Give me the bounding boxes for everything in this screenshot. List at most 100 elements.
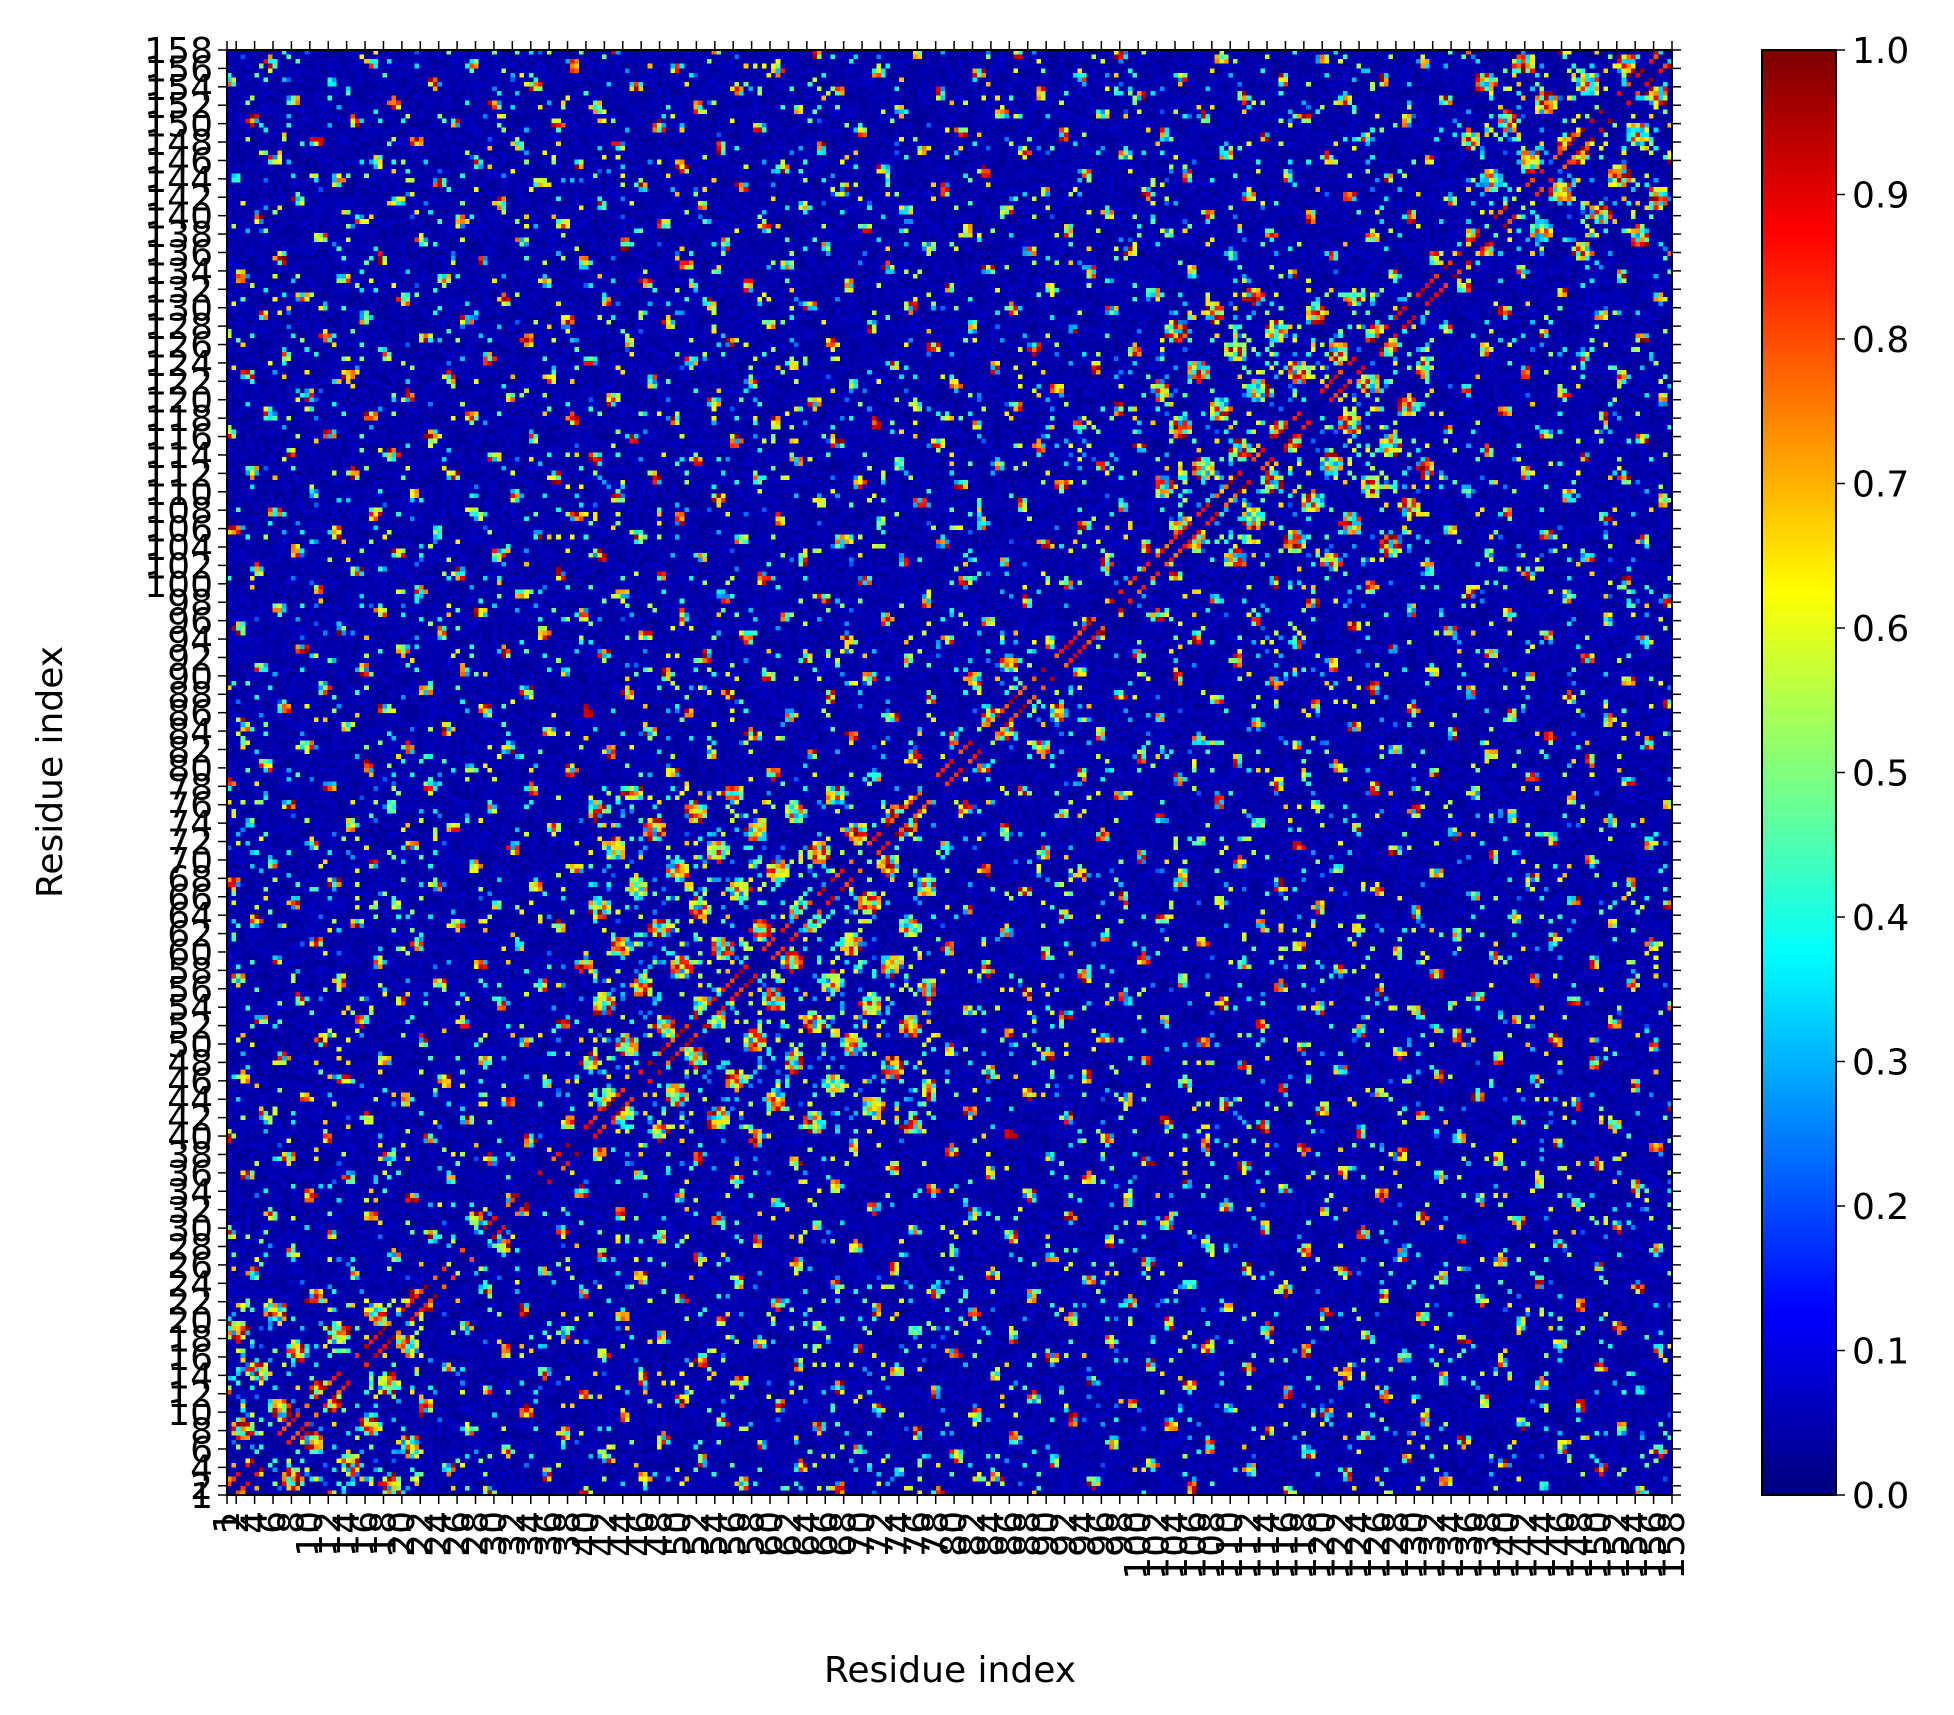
y-tick-label: 50 [167, 1025, 213, 1066]
y-tick-label: 56 [167, 970, 213, 1011]
x-tick-label: 122 [1321, 1511, 1362, 1580]
x-tick-label: 34 [511, 1511, 552, 1557]
colorbar-tick-label: 0.7 [1852, 465, 1909, 506]
y-tick-label: 52 [167, 1007, 213, 1048]
x-tick-label: 26 [437, 1511, 478, 1557]
x-tick-label: 24 [419, 1511, 460, 1557]
x-tick-label: 52 [676, 1511, 717, 1557]
x-tick-label: 76 [897, 1511, 938, 1557]
y-tick-label: 26 [167, 1246, 213, 1287]
colorbar-tick-label: 0.8 [1852, 320, 1909, 361]
x-tick-label: 50 [658, 1511, 699, 1557]
x-tick-label: 134 [1431, 1511, 1472, 1580]
x-tick-label: 92 [1045, 1511, 1086, 1557]
x-tick-label: 48 [640, 1511, 681, 1557]
x-tick-label: 28 [456, 1511, 497, 1557]
y-tick-label: 130 [144, 289, 213, 330]
x-tick-label: 100 [1118, 1511, 1159, 1580]
x-tick-label: 132 [1413, 1511, 1454, 1580]
x-tick-label: 108 [1192, 1511, 1233, 1580]
y-tick-label: 74 [167, 804, 213, 845]
x-tick-label: 10 [290, 1511, 331, 1557]
y-tick-label: 126 [144, 326, 213, 367]
y-axis-label: Residue index [30, 646, 71, 898]
x-tick-label: 114 [1247, 1511, 1288, 1580]
y-tick-label: 152 [144, 86, 213, 127]
y-tick-label: 94 [167, 620, 213, 661]
x-tick-label: 8 [271, 1511, 312, 1534]
x-tick-label: 94 [1063, 1511, 1104, 1557]
y-tick-label: 72 [167, 823, 213, 864]
colorbar-tick-label: 0.4 [1852, 898, 1909, 939]
y-tick-label: 90 [167, 657, 213, 698]
x-tick-label: 116 [1265, 1511, 1306, 1580]
y-tick-label: 118 [144, 399, 213, 440]
x-tick-label: 44 [603, 1511, 644, 1557]
colorbar-tick-labels: 0.0 0.1 0.2 0.3 0.4 0.5 0.6 0.7 0.8 0.9 1.0 [1852, 31, 1909, 1517]
y-tick-label: 40 [167, 1117, 213, 1158]
x-tick-label: 152 [1597, 1511, 1638, 1580]
y-tick-label: 146 [144, 141, 213, 182]
y-tick-label: 30 [167, 1209, 213, 1250]
y-tick-label: 34 [167, 1172, 213, 1213]
colorbar-tick-label: 0.2 [1852, 1187, 1909, 1228]
colorbar-tick-label: 0.5 [1852, 754, 1909, 795]
colorbar-tick-label: 0.1 [1852, 1332, 1909, 1373]
x-tick-label: 14 [327, 1511, 368, 1557]
y-tick-label: 46 [167, 1062, 213, 1103]
x-tick-label: 120 [1302, 1511, 1343, 1580]
y-tick-label: 142 [144, 178, 213, 219]
x-tick-label: 96 [1081, 1511, 1122, 1557]
x-tick-label: 6 [253, 1511, 294, 1534]
y-tick-label: 102 [144, 546, 213, 587]
y-tick-label: 28 [167, 1227, 213, 1268]
y-axis-ticks [218, 49, 1681, 1496]
y-tick-label: 54 [167, 988, 213, 1029]
y-tick-label: 108 [144, 491, 213, 532]
x-tick-label: 154 [1615, 1511, 1656, 1580]
x-tick-label: 124 [1339, 1511, 1380, 1580]
y-tick-label: 148 [144, 123, 213, 164]
x-tick-label: 90 [1026, 1511, 1067, 1557]
y-tick-label: 144 [144, 160, 213, 201]
y-tick-label: 16 [167, 1338, 213, 1379]
colorbar-frame [1761, 49, 1837, 1496]
colorbar-gradient [1762, 50, 1836, 1495]
x-tick-label: 84 [971, 1511, 1012, 1557]
x-tick-label: 148 [1560, 1511, 1601, 1580]
x-tick-label: 74 [879, 1511, 920, 1557]
x-tick-label: 158 [1652, 1511, 1693, 1580]
x-tick-label: 68 [824, 1511, 865, 1557]
x-tick-label: 138 [1468, 1511, 1509, 1580]
y-tick-label: 22 [167, 1283, 213, 1324]
y-tick-label: 32 [167, 1191, 213, 1232]
x-tick-label: 98 [1100, 1511, 1141, 1557]
x-tick-label: 56 [713, 1511, 754, 1557]
x-tick-label: 16 [345, 1511, 386, 1557]
y-tick-label: 68 [167, 859, 213, 900]
x-tick-label: 12 [308, 1511, 349, 1557]
y-tick-label: 14 [167, 1356, 213, 1397]
y-tick-label: 48 [167, 1043, 213, 1084]
x-tick-label: 54 [695, 1511, 736, 1557]
plot-frame [226, 49, 1673, 1496]
x-tick-label: 146 [1542, 1511, 1583, 1580]
y-tick-label: 156 [144, 49, 213, 90]
x-tick-label: 46 [621, 1511, 662, 1557]
x-tick-label: 42 [584, 1511, 625, 1557]
y-tick-label: 60 [167, 933, 213, 974]
x-tick-label: 78 [916, 1511, 957, 1557]
y-tick-label: 4 [190, 1448, 213, 1489]
y-tick-label: 76 [167, 786, 213, 827]
x-tick-label: 18 [363, 1511, 404, 1557]
y-tick-label: 64 [167, 896, 213, 937]
x-tick-label: 62 [768, 1511, 809, 1557]
x-tick-label: 128 [1376, 1511, 1417, 1580]
x-axis-tick-labels: 1246810121416182022242628303234363840424… [207, 1511, 1693, 1580]
x-tick-label: 110 [1210, 1511, 1251, 1580]
x-tick-label: 130 [1394, 1511, 1435, 1580]
x-tick-label: 140 [1486, 1511, 1527, 1580]
x-tick-label: 30 [474, 1511, 515, 1557]
x-tick-label: 102 [1137, 1511, 1178, 1580]
y-tick-label: 106 [144, 510, 213, 551]
